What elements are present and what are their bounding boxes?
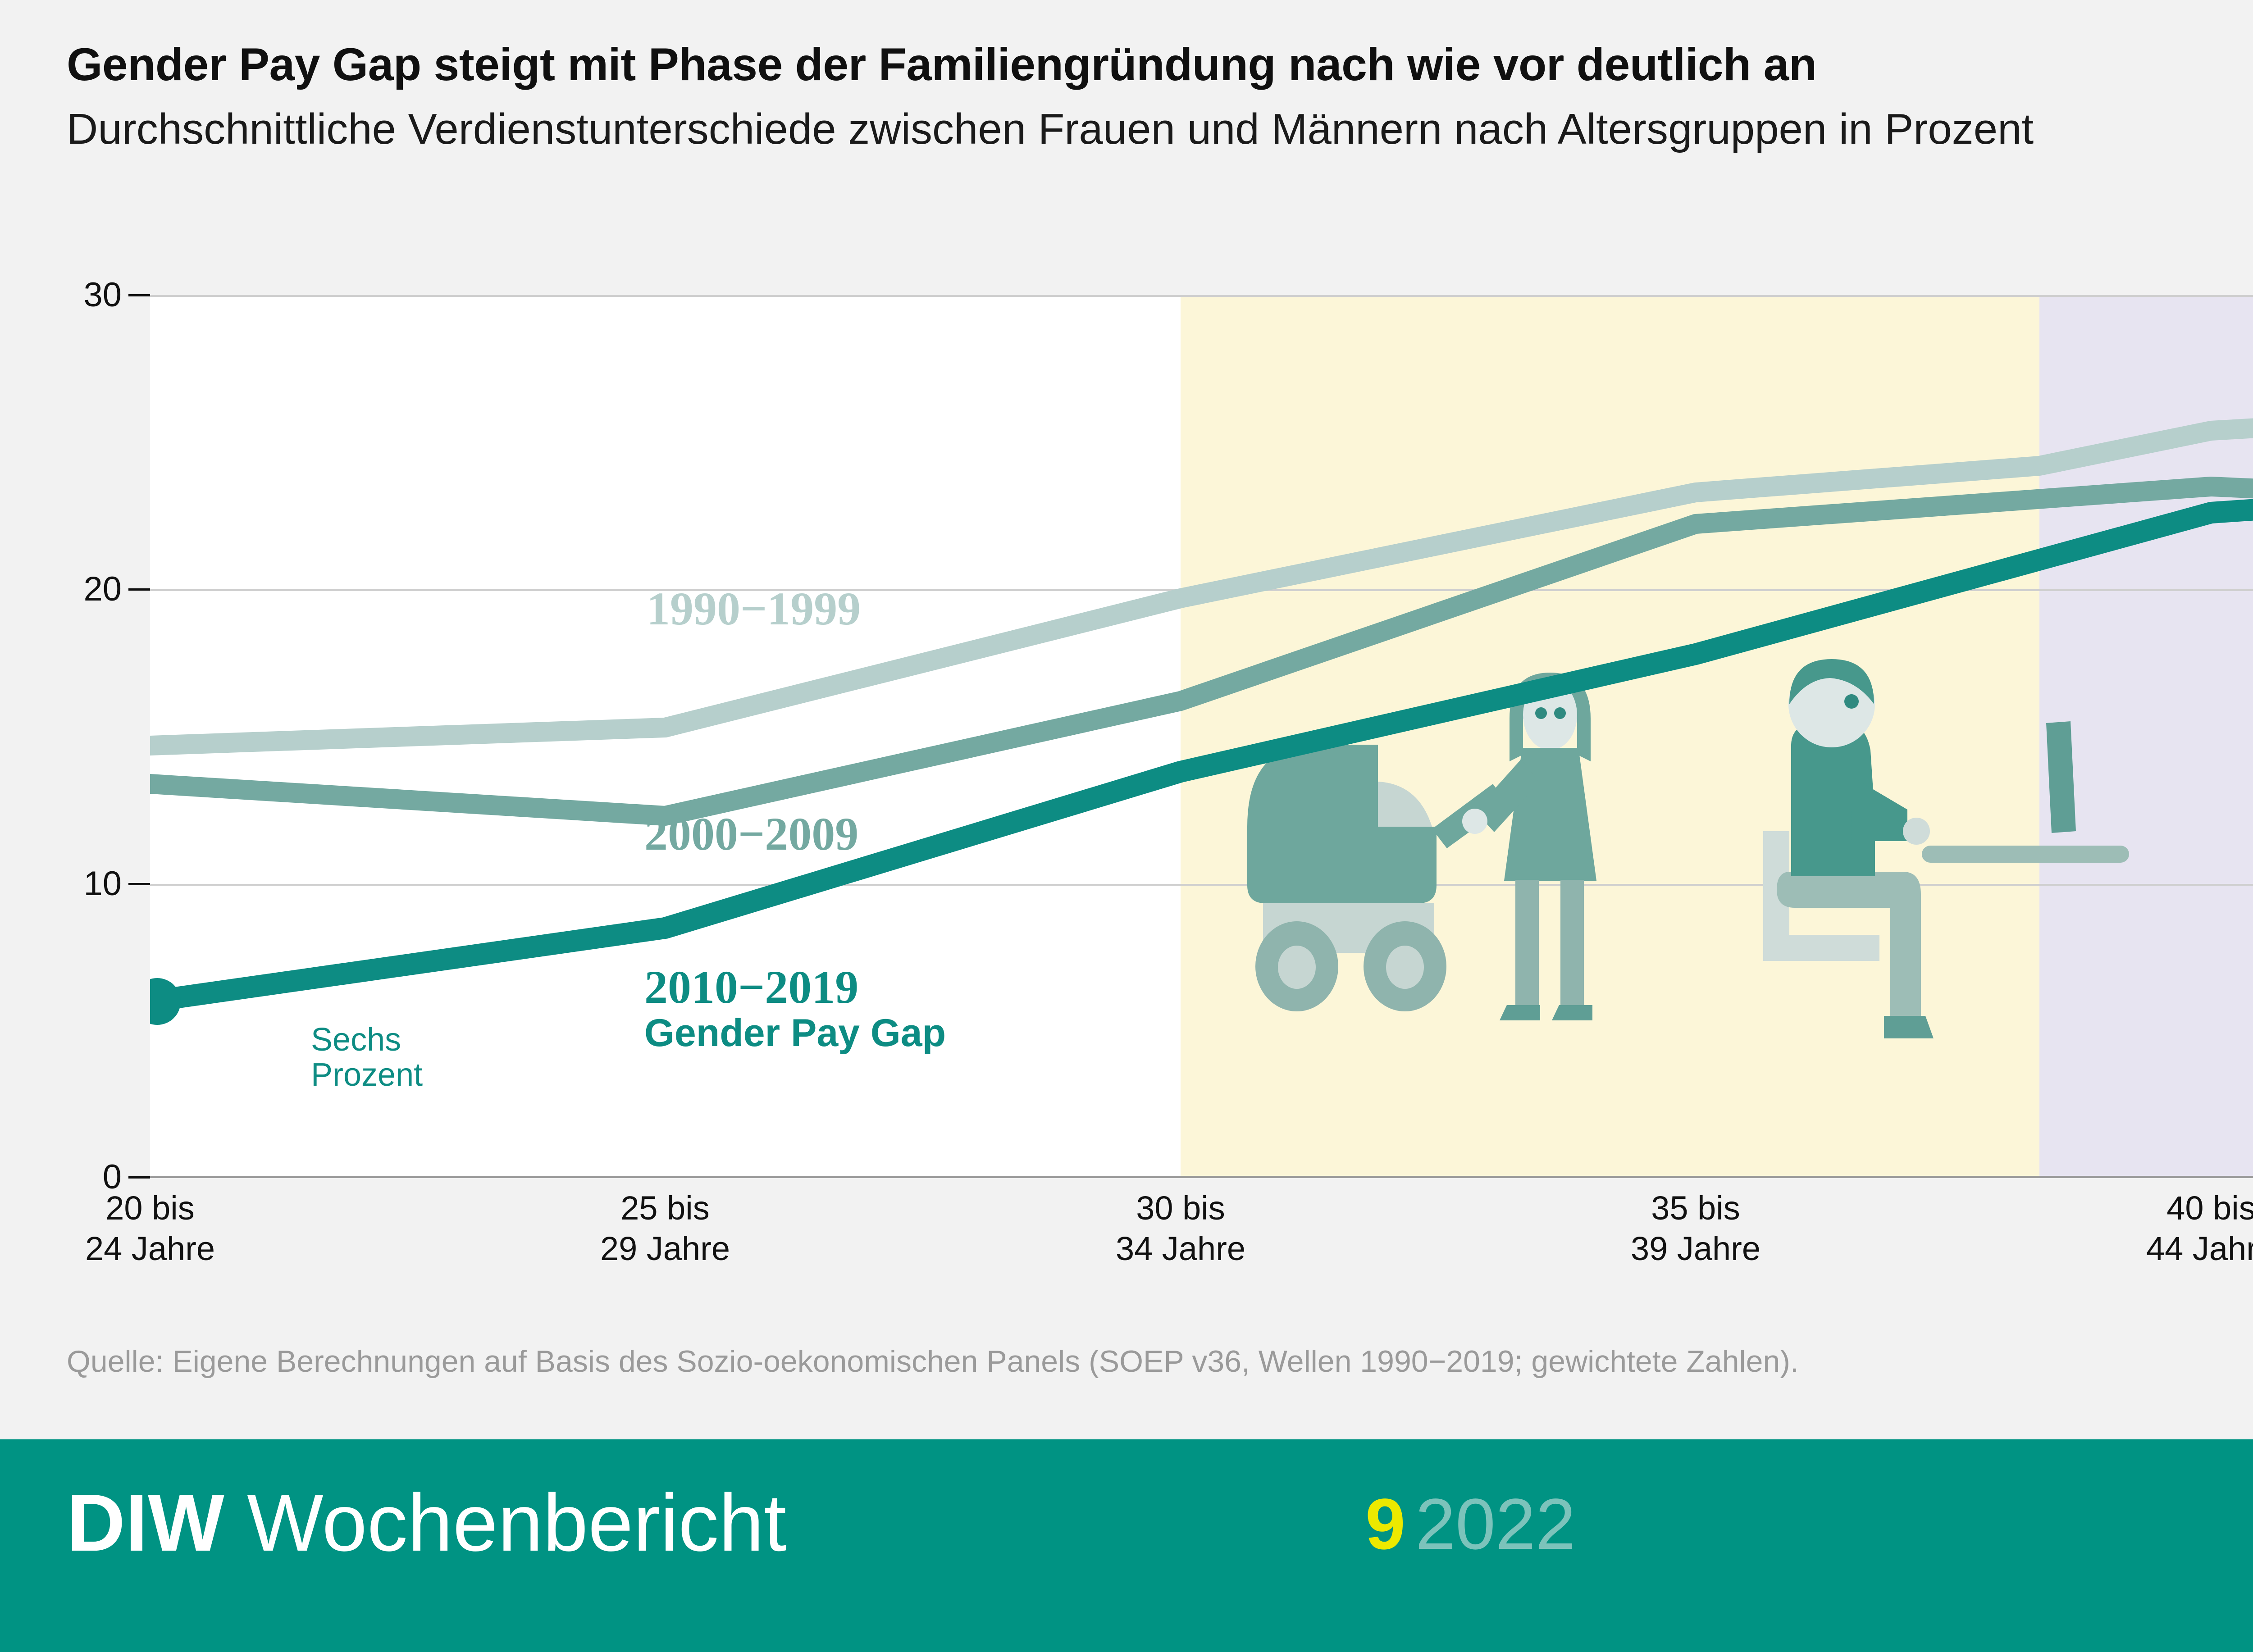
chart-plot-svg	[150, 418, 2253, 1038]
x-axis-label-4: 40 bis 44 Jahre	[2146, 1188, 2253, 1270]
series-line-2000-2009	[150, 477, 2253, 826]
series-label-1990-1999: 1990−1999	[647, 586, 861, 633]
gridline-10	[150, 884, 2253, 886]
x-axis-label-3: 35 bis 39 Jahre	[1631, 1188, 1760, 1270]
header: Gender Pay Gap steigt mit Phase der Fami…	[67, 39, 2253, 154]
axis-zero-line	[150, 1176, 2253, 1178]
series-label-2010-2019: 2010−2019 Gender Pay Gap	[644, 961, 946, 1055]
x-axis-label-4-line1: 40 bis	[2166, 1189, 2253, 1227]
desk-worker-pictogram	[1763, 659, 2129, 1038]
x-axis-label-4-line2: 44 Jahre	[2146, 1230, 2253, 1268]
series-label-1990-1999-text: 1990−1999	[647, 583, 861, 635]
x-axis-label-0: 20 bis 24 Jahre	[85, 1188, 215, 1270]
series-line-1990-1999	[150, 418, 2253, 755]
x-axis-label-2-line1: 30 bis	[1136, 1189, 1225, 1227]
start-point-annotation-line1: Sechs	[311, 1022, 401, 1058]
series-label-2010-2019-text: 2010−2019	[644, 961, 859, 1013]
x-axis-label-2: 30 bis 34 Jahre	[1116, 1188, 1245, 1270]
x-axis-label-0-line1: 20 bis	[105, 1189, 195, 1227]
y-axis-label-30: 30	[83, 276, 122, 314]
chart-area: 30 20 10 0	[0, 246, 2253, 1336]
page-title: Gender Pay Gap steigt mit Phase der Fami…	[67, 39, 1817, 90]
source-note: Quelle: Eigene Berechnungen auf Basis de…	[67, 1344, 1799, 1379]
start-point-annotation-line2: Prozent	[311, 1056, 423, 1093]
x-axis-label-0-line2: 24 Jahre	[85, 1230, 215, 1268]
y-tick-0	[128, 1176, 150, 1179]
series-line-2010-2019	[150, 499, 2253, 1012]
publication-brand: DIW	[67, 1478, 224, 1568]
y-tick-20	[128, 588, 150, 591]
page-subtitle: Durchschnittliche Verdienstunterschiede …	[67, 105, 2034, 154]
x-axis-label-3-line1: 35 bis	[1651, 1189, 1740, 1227]
issue-year: 2022	[1415, 1484, 1576, 1564]
x-axis: 20 bis 24 Jahre 25 bis 29 Jahre 30 bis 3…	[85, 1182, 2253, 1290]
y-tick-10	[128, 883, 150, 885]
series-label-2000-2009: 2000−2009	[644, 811, 858, 858]
x-axis-label-2-line2: 34 Jahre	[1116, 1230, 1245, 1268]
pram-woman-pictogram	[1247, 673, 1596, 1020]
series-label-2010-2019-sublabel: Gender Pay Gap	[644, 1011, 946, 1055]
start-marker-2010-2019	[150, 978, 181, 1025]
series-label-2000-2009-text: 2000−2009	[644, 808, 859, 860]
publication-name: Wochenbericht	[246, 1478, 787, 1568]
y-tick-30	[128, 294, 150, 296]
issue-number: 9	[1365, 1484, 1405, 1564]
start-point-annotation: Sechs Prozent	[311, 1022, 423, 1093]
publication-title: DIW Wochenbericht	[67, 1483, 786, 1564]
y-axis-label-0: 0	[102, 1158, 122, 1196]
footnote-row: Quelle: Eigene Berechnungen auf Basis de…	[0, 1336, 2253, 1399]
y-axis-label-10: 10	[83, 865, 122, 903]
y-axis-label-20: 20	[83, 570, 122, 608]
x-axis-label-1-line2: 29 Jahre	[600, 1230, 730, 1268]
x-axis-label-3-line2: 39 Jahre	[1631, 1230, 1760, 1268]
x-axis-label-1: 25 bis 29 Jahre	[600, 1188, 730, 1270]
gridline-30	[150, 295, 2253, 297]
issue-info: 9 2022	[1365, 1488, 1576, 1560]
x-axis-label-1-line1: 25 bis	[620, 1189, 710, 1227]
